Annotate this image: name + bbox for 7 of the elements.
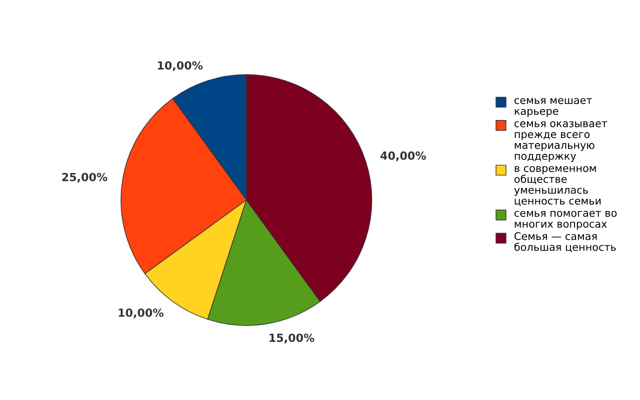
legend-label: семья помогает во многих вопросах <box>514 210 617 230</box>
data-label: 10,00% <box>118 308 164 318</box>
legend-label: Семья — самая большая ценность <box>514 232 616 252</box>
data-label: 10,00% <box>158 61 203 72</box>
data-label: 15,00% <box>270 334 314 344</box>
data-label: 25,00% <box>62 172 108 183</box>
data-label: 40,00% <box>380 151 426 162</box>
